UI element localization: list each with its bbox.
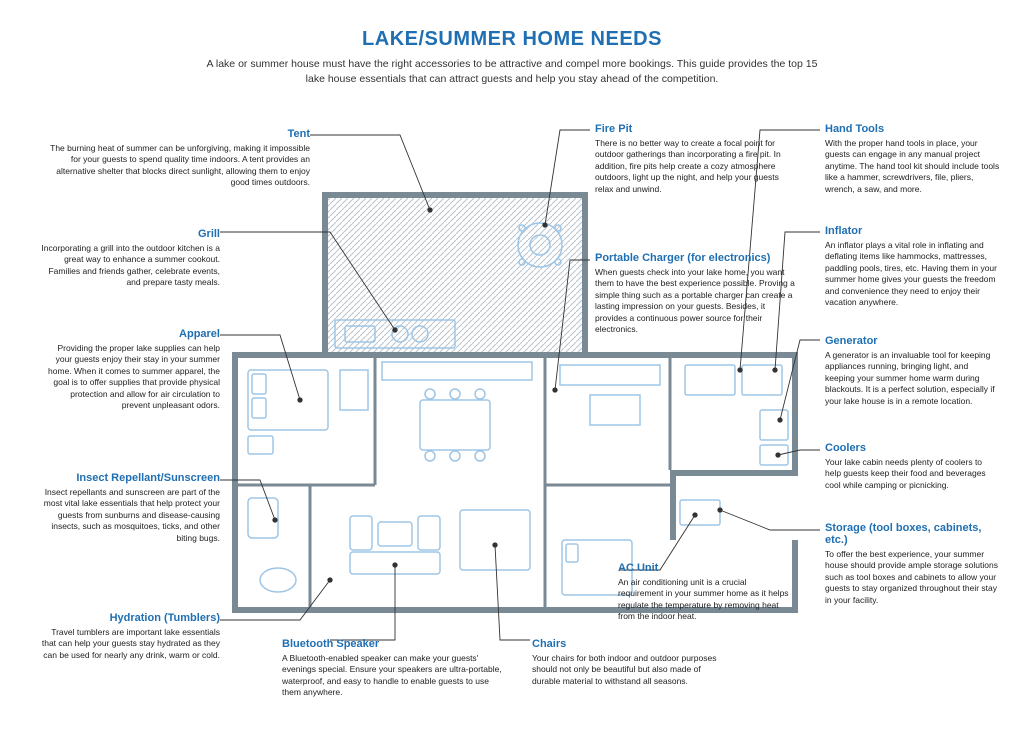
callout-ac: AC Unit An air conditioning unit is a cr… xyxy=(618,562,793,623)
callout-title: Insect Repellant/Sunscreen xyxy=(40,472,220,484)
callout-title: Apparel xyxy=(40,328,220,340)
callout-charger: Portable Charger (for electronics) When … xyxy=(595,252,795,336)
callout-title: Tent xyxy=(45,128,310,140)
callout-generator: Generator A generator is an invaluable t… xyxy=(825,335,1000,407)
callout-bluetooth: Bluetooth Speaker A Bluetooth-enabled sp… xyxy=(282,638,502,699)
callout-body: An air conditioning unit is a crucial re… xyxy=(618,577,793,623)
callout-title: Chairs xyxy=(532,638,722,650)
callout-body: Your chairs for both indoor and outdoor … xyxy=(532,653,722,687)
callout-title: Generator xyxy=(825,335,1000,347)
callout-body: A generator is an invaluable tool for ke… xyxy=(825,350,1000,407)
callout-body: Incorporating a grill into the outdoor k… xyxy=(40,243,220,289)
callout-body: Providing the proper lake supplies can h… xyxy=(40,343,220,412)
callout-insect: Insect Repellant/Sunscreen Insect repell… xyxy=(40,472,220,544)
callout-title: AC Unit xyxy=(618,562,793,574)
callout-storage: Storage (tool boxes, cabinets, etc.) To … xyxy=(825,522,1000,606)
callout-coolers: Coolers Your lake cabin needs plenty of … xyxy=(825,442,1000,491)
callout-apparel: Apparel Providing the proper lake suppli… xyxy=(40,328,220,412)
callout-title: Coolers xyxy=(825,442,1000,454)
callout-body: An inflator plays a vital role in inflat… xyxy=(825,240,1000,309)
floorplan-interior xyxy=(238,358,670,607)
callout-hydration: Hydration (Tumblers) Travel tumblers are… xyxy=(40,612,220,661)
callout-handtools: Hand Tools With the proper hand tools in… xyxy=(825,123,1000,195)
callout-title: Portable Charger (for electronics) xyxy=(595,252,795,264)
callout-grill: Grill Incorporating a grill into the out… xyxy=(40,228,220,289)
page-subtitle: A lake or summer house must have the rig… xyxy=(202,57,822,86)
callout-inflator: Inflator An inflator plays a vital role … xyxy=(825,225,1000,309)
callout-body: Insect repellants and sunscreen are part… xyxy=(40,487,220,544)
callout-title: Hydration (Tumblers) xyxy=(40,612,220,624)
callout-title: Grill xyxy=(40,228,220,240)
callout-title: Hand Tools xyxy=(825,123,1000,135)
callout-firepit: Fire Pit There is no better way to creat… xyxy=(595,123,790,195)
callout-title: Storage (tool boxes, cabinets, etc.) xyxy=(825,522,1000,546)
callout-title: Fire Pit xyxy=(595,123,790,135)
callout-body: A Bluetooth-enabled speaker can make you… xyxy=(282,653,502,699)
callout-tent: Tent The burning heat of summer can be u… xyxy=(45,128,310,189)
callout-body: The burning heat of summer can be unforg… xyxy=(45,143,310,189)
callout-body: When guests check into your lake home, y… xyxy=(595,267,795,336)
callout-title: Inflator xyxy=(825,225,1000,237)
callout-body: To offer the best experience, your summe… xyxy=(825,549,1000,606)
callout-body: Your lake cabin needs plenty of coolers … xyxy=(825,457,1000,491)
page-title: LAKE/SUMMER HOME NEEDS xyxy=(0,28,1024,51)
callout-title: Bluetooth Speaker xyxy=(282,638,502,650)
callout-body: There is no better way to create a focal… xyxy=(595,138,790,195)
callout-body: Travel tumblers are important lake essen… xyxy=(40,627,220,661)
floorplan-deck xyxy=(322,192,588,358)
callout-chairs: Chairs Your chairs for both indoor and o… xyxy=(532,638,722,687)
callout-body: With the proper hand tools in place, you… xyxy=(825,138,1000,195)
